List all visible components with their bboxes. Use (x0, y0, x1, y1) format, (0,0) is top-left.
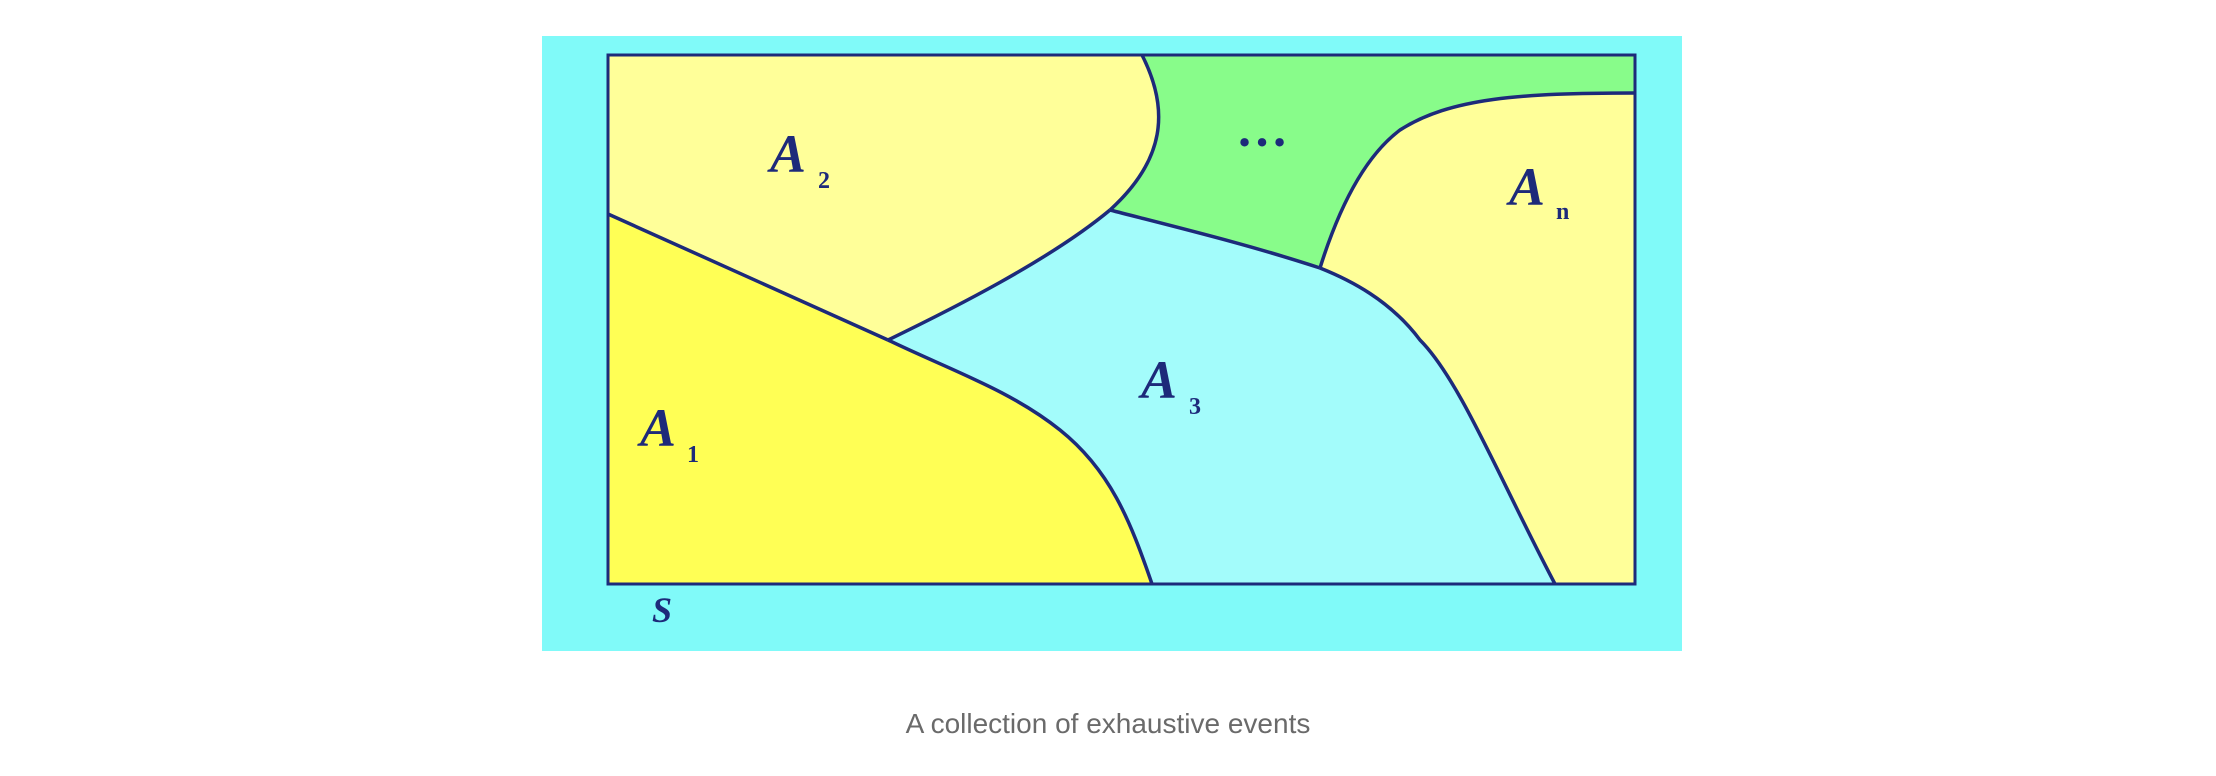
boundary-a1-a2 (607, 212, 889, 342)
sample-space-border (606, 53, 1637, 586)
label-a1-letter: A (637, 398, 676, 458)
region-boundaries (607, 54, 1636, 585)
boundary-a2-a3 (887, 208, 1112, 342)
label-a2: A 2 (767, 124, 830, 194)
boundary-dots-an (1318, 91, 1636, 269)
label-an-subscript: n (1556, 199, 1569, 225)
label-a3-subscript: 3 (1189, 394, 1201, 420)
region-an (1320, 93, 1635, 584)
sample-space-label: S (652, 590, 672, 630)
label-a3-letter: A (1138, 350, 1177, 410)
boundary-a1-a3 (887, 338, 1154, 585)
label-a3: A 3 (1138, 350, 1201, 420)
figure-caption: A collection of exhaustive events (905, 708, 1311, 739)
boundary-a2-dots (1108, 54, 1161, 212)
label-a2-subscript: 2 (818, 168, 830, 194)
label-a1-subscript: 1 (687, 442, 699, 468)
label-a2-letter: A (767, 124, 806, 184)
region-a3 (888, 210, 1555, 584)
label-an-letter: A (1506, 157, 1545, 217)
region-a1 (608, 214, 1152, 584)
boundary-a3-an (1319, 266, 1557, 585)
label-a1: A 1 (637, 398, 699, 468)
boundary-a3-dots (1109, 208, 1321, 270)
region-dots (1110, 55, 1635, 268)
label-ellipsis: … (1236, 101, 1288, 158)
label-an: A n (1506, 157, 1569, 225)
